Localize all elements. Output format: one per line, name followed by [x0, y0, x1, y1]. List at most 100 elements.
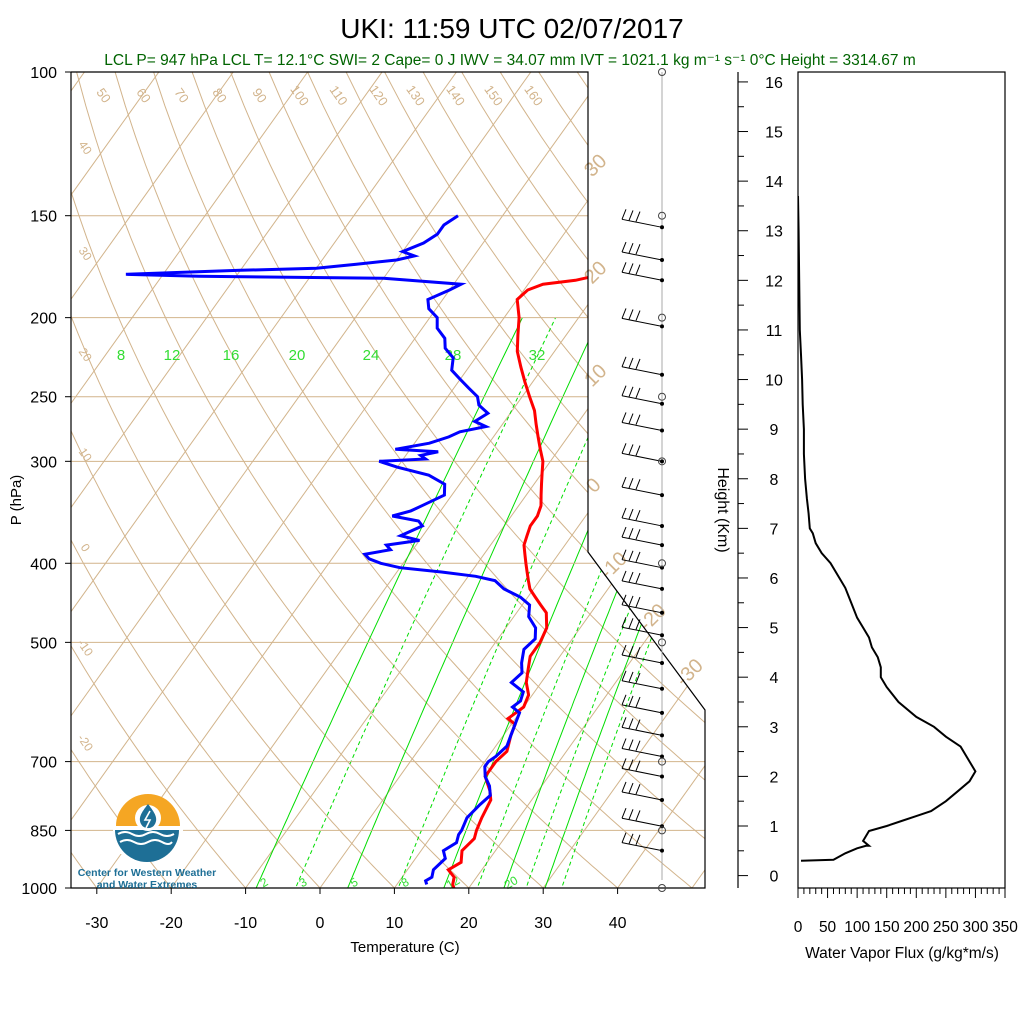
wind-point [660, 258, 664, 263]
height-axis-label: Height (Km) [714, 467, 731, 552]
wind-calm-circle [658, 313, 666, 322]
isotherm-line [245, 72, 705, 888]
wind-point [660, 733, 664, 738]
dry-adiabat-line [230, 72, 705, 888]
flux-plot-frame [797, 71, 1006, 889]
wind-barb [621, 842, 663, 852]
flux-tick-label: 50 [819, 919, 837, 936]
y-axis-label: P (hPa) [8, 475, 25, 526]
wind-barb-flag [621, 507, 627, 519]
isotherm-label: 30 [76, 244, 95, 263]
mixing-ratio-line [248, 317, 523, 888]
y-tick-label: 250 [30, 390, 57, 407]
height-tick-label: 1 [770, 819, 779, 836]
wind-barb-flag [628, 718, 634, 729]
height-tick-label: 3 [770, 720, 779, 737]
dry-adiabat-line [615, 72, 705, 888]
y-tick-label: 100 [30, 65, 57, 82]
mixing-ratio-label: 32 [529, 347, 546, 364]
isotherm-label: 40 [76, 138, 95, 157]
dry-adiabat-line [71, 72, 262, 888]
wind-calm-circle [658, 68, 666, 76]
wind-barb-flag [628, 671, 634, 683]
x-tick-label: 10 [386, 915, 404, 932]
wind-barb [621, 704, 663, 714]
height-tick-label: 0 [770, 869, 779, 886]
adiabat-label: 50 [93, 85, 114, 105]
wind-barb [621, 767, 663, 777]
wind-barb-flag [628, 210, 634, 221]
mixing-ratio-label: 20 [502, 873, 521, 892]
wind-barb-flag [628, 595, 634, 607]
adiabat-label: 130 [403, 82, 428, 108]
height-tick-label: 9 [770, 422, 779, 439]
height-tick-label: 13 [765, 224, 783, 241]
x-tick-label: 40 [609, 915, 627, 932]
wind-barb-flag [635, 596, 641, 608]
wind-barb [621, 218, 663, 228]
isotherm-label: 20 [580, 257, 611, 288]
dry-adiabat-lines [71, 72, 705, 888]
wind-barb-flag [621, 412, 627, 423]
x-tick-label: -30 [85, 915, 108, 932]
flux-tick-label: 200 [903, 919, 929, 936]
wind-calm-circle [658, 457, 666, 466]
wind-barb-flag [621, 209, 627, 220]
mixing-ratio-label: 8 [117, 347, 125, 364]
height-tick-label: 10 [765, 373, 783, 390]
wind-barb-flag [635, 445, 641, 456]
isotherm-label: -10 [75, 637, 97, 660]
adiabat-label: 160 [521, 82, 546, 108]
height-tick-label: 5 [770, 621, 779, 638]
isotherm-line [96, 72, 681, 888]
isotherm-label: 20 [76, 345, 95, 364]
wind-barb-flag [628, 386, 634, 398]
wind-point [660, 225, 664, 230]
isotherm-line [319, 72, 705, 888]
wind-barb-flag [621, 526, 627, 538]
adiabat-label: 80 [209, 85, 230, 105]
dry-adiabat-line [71, 72, 413, 888]
wind-barb-flag [621, 356, 627, 367]
height-tick-label: 16 [765, 75, 783, 92]
wind-barb-flag [621, 570, 627, 582]
dry-adiabat-line [191, 72, 705, 888]
wind-barb-flag [621, 443, 627, 454]
isotherm-label: 10 [580, 360, 611, 391]
wind-barb-flag [628, 618, 634, 629]
y-tick-label: 1000 [21, 881, 57, 898]
wind-barb-flag [628, 739, 634, 750]
height-tick-label: 7 [770, 521, 779, 538]
wind-barb-flag [621, 832, 627, 843]
dry-adiabat-line [576, 72, 705, 888]
dry-adiabat-line [538, 72, 705, 888]
wind-barb [621, 559, 663, 569]
flux-tick-label: 250 [933, 919, 959, 936]
wind-barb-flag [635, 783, 641, 795]
wind-point [660, 586, 664, 591]
wind-barb-flag [628, 444, 634, 455]
dry-adiabat-line [153, 72, 705, 888]
wind-point [660, 493, 664, 498]
wind-barb-flag [635, 529, 641, 540]
wind-barb [621, 791, 663, 801]
y-tick-label: 200 [30, 311, 57, 328]
wind-barb-flag [635, 414, 641, 425]
wind-calm-circle [658, 392, 666, 401]
wind-barb [621, 517, 663, 527]
wind-barb-flag [635, 358, 641, 370]
adiabat-label: 110 [327, 83, 351, 109]
mixing-ratio-line [287, 317, 557, 888]
adiabat-label: 140 [443, 82, 468, 108]
wind-barb-flag [621, 644, 627, 656]
wind-point [660, 278, 664, 283]
dry-adiabat-line [71, 72, 488, 888]
wind-barb-flag [621, 476, 627, 488]
isotherm-label: -20 [75, 732, 97, 755]
logo-text-line1: Center for Western Weather [78, 867, 216, 879]
y-tick-label: 850 [30, 823, 57, 840]
wind-barb-flag [628, 782, 634, 794]
wind-barb-flag [621, 385, 627, 396]
